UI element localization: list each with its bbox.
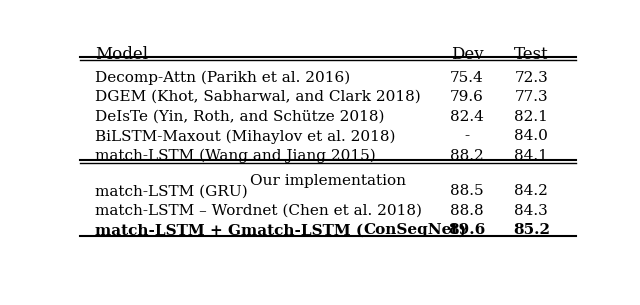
Text: Test: Test [514,46,548,63]
Text: 88.8: 88.8 [450,204,484,218]
Text: match-LSTM (GRU): match-LSTM (GRU) [95,184,248,198]
Text: match-LSTM – Wordnet (Chen et al. 2018): match-LSTM – Wordnet (Chen et al. 2018) [95,204,422,218]
Text: DeIsTe (Yin, Roth, and Schütze 2018): DeIsTe (Yin, Roth, and Schütze 2018) [95,109,385,124]
Text: 88.5: 88.5 [450,184,484,198]
Text: match-LSTM (Wang and Jiang 2015): match-LSTM (Wang and Jiang 2015) [95,149,376,163]
Text: ConSeqNet: ConSeqNet [363,223,458,237]
Text: 82.4: 82.4 [450,109,484,124]
Text: 84.3: 84.3 [515,204,548,218]
Text: 75.4: 75.4 [450,71,484,85]
Text: Our implementation: Our implementation [250,174,406,188]
Text: ): ) [458,223,466,237]
Text: 82.1: 82.1 [515,109,548,124]
Text: DGEM (Khot, Sabharwal, and Clark 2018): DGEM (Khot, Sabharwal, and Clark 2018) [95,90,420,104]
Text: 85.2: 85.2 [513,223,550,237]
Text: 88.2: 88.2 [450,149,484,163]
Text: 84.0: 84.0 [515,129,548,143]
Text: 77.3: 77.3 [515,90,548,104]
Text: -: - [464,129,470,143]
Text: 89.6: 89.6 [448,223,486,237]
Text: 72.3: 72.3 [515,71,548,85]
Text: Model: Model [95,46,148,63]
Text: Decomp-Attn (Parikh et al. 2016): Decomp-Attn (Parikh et al. 2016) [95,71,350,85]
Text: 84.1: 84.1 [515,149,548,163]
Text: BiLSTM-Maxout (Mihaylov et al. 2018): BiLSTM-Maxout (Mihaylov et al. 2018) [95,129,396,144]
Text: 84.2: 84.2 [515,184,548,198]
Text: match-LSTM + Gmatch-LSTM (: match-LSTM + Gmatch-LSTM ( [95,223,363,237]
Text: 79.6: 79.6 [450,90,484,104]
Text: Dev: Dev [451,46,483,63]
